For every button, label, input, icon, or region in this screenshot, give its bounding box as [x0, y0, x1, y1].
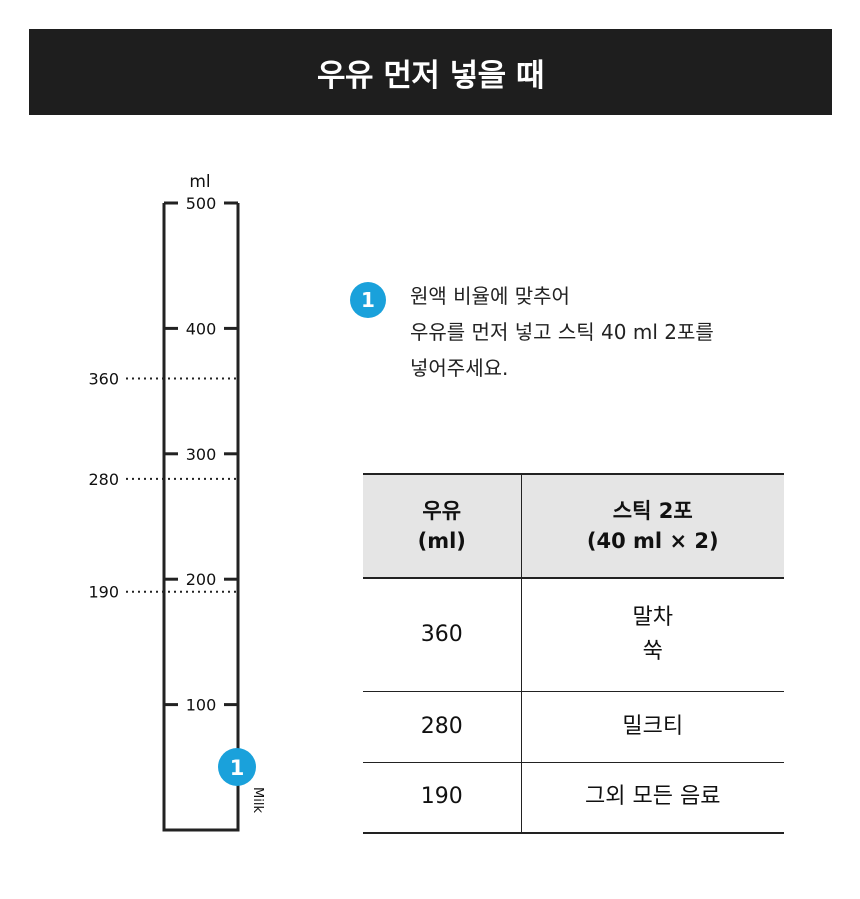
measuring-gauge: ml 500 400 300 200 100 360 280 190 1 Milk [88, 172, 265, 832]
header-milk-line-2: (ml) [417, 529, 466, 553]
table-row: 190 그외 모든 음료 [363, 762, 784, 834]
ratio-table: 우유 (ml) 스틱 2포 (40 ml × 2) 360 말차 쑥 280 밀… [363, 473, 784, 834]
header-milk-line-1: 우유 [422, 499, 462, 523]
gauge-tick-label: 500 [186, 194, 217, 213]
milk-marker-circle [218, 748, 256, 786]
table-row: 360 말차 쑥 [363, 578, 784, 692]
drink-cell: 말차 쑥 [520, 578, 784, 692]
drink-cell: 밀크티 [520, 691, 784, 763]
step-number-badge: 1 [350, 282, 386, 318]
milk-marker-number: 1 [230, 756, 245, 780]
instruction-line-1: 원액 비율에 맞추어 [410, 284, 570, 308]
gauge-tick-label: 200 [186, 570, 217, 589]
milk-amount-cell: 190 [363, 762, 521, 834]
gauge-level-label: 280 [88, 470, 119, 489]
gauge-frame [162, 203, 240, 832]
table-header-row: 우유 (ml) 스틱 2포 (40 ml × 2) [363, 474, 784, 579]
gauge-tick-label: 100 [186, 696, 217, 715]
header-stick-line-2: (40 ml × 2) [586, 529, 719, 553]
gauge-level-label: 190 [88, 583, 119, 602]
instruction-line-2: 우유를 먼저 넣고 스틱 40 ml 2포를 [410, 320, 714, 344]
table-row: 280 밀크티 [363, 691, 784, 763]
milk-marker: 1 [218, 748, 256, 786]
gauge-ticks: 500 400 300 200 100 [164, 194, 238, 715]
gauge-unit-label: ml [189, 172, 210, 192]
gauge-tick-label: 300 [186, 445, 217, 464]
gauge-level-label: 360 [88, 370, 119, 389]
milk-label: Milk [250, 787, 265, 813]
milk-amount-cell: 360 [363, 578, 521, 692]
instruction-line-3: 넣어주세요. [410, 356, 509, 380]
drink-line-2: 쑥 [642, 638, 663, 664]
drink-line-1: 말차 [632, 604, 673, 630]
drink-cell: 그외 모든 음료 [520, 762, 784, 834]
page-title: 우유 먼저 넣을 때 [29, 29, 832, 115]
header-stick: 스틱 2포 (40 ml × 2) [520, 474, 784, 579]
header-milk: 우유 (ml) [363, 474, 521, 579]
gauge-dotted-lines: 360 280 190 [88, 370, 238, 602]
header-stick-line-1: 스틱 2포 [612, 499, 693, 523]
instruction-text: 원액 비율에 맞추어 우유를 먼저 넣고 스틱 40 ml 2포를 넣어주세요. [410, 278, 810, 386]
milk-amount-cell: 280 [363, 691, 521, 763]
gauge-tick-label: 400 [186, 319, 217, 338]
